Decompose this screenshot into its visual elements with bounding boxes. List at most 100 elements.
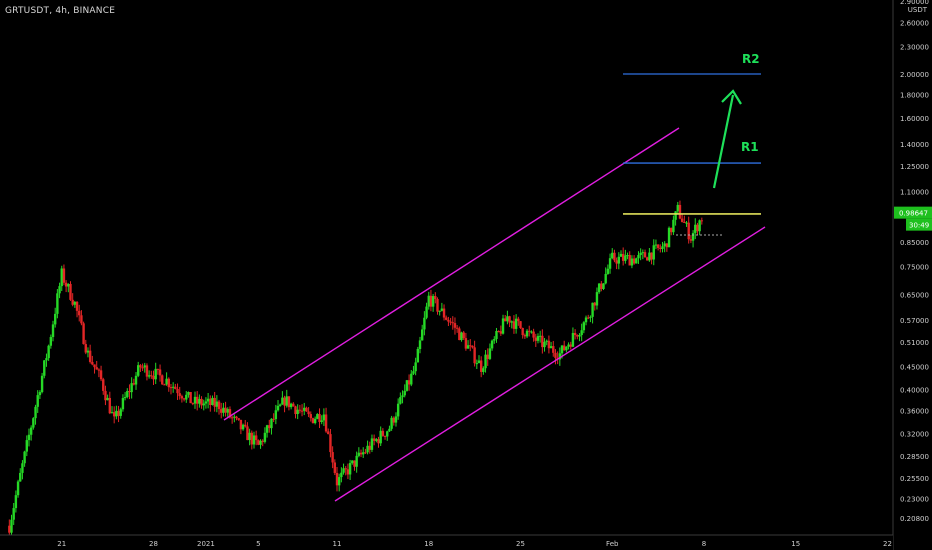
candle-body: [226, 409, 229, 413]
candle-body: [412, 371, 415, 374]
candle-body: [204, 401, 208, 404]
candle-body: [117, 410, 120, 416]
candle-body: [12, 508, 15, 520]
candle-body: [285, 396, 288, 406]
candle-body: [344, 468, 347, 470]
candle-body: [230, 417, 234, 419]
candle-body: [477, 360, 481, 364]
candle-body: [530, 331, 533, 333]
time-tick-label: 22: [883, 540, 892, 548]
candle-body: [637, 255, 640, 259]
candle-body: [469, 345, 472, 347]
candle-body: [534, 337, 537, 341]
candle-body: [600, 283, 603, 289]
candle-body: [200, 398, 203, 406]
candle-body: [53, 313, 57, 325]
candle-body: [300, 410, 304, 412]
candle-body: [145, 365, 149, 377]
candle-body: [696, 224, 699, 232]
candle-body: [547, 340, 551, 349]
candle-body: [322, 414, 326, 421]
candle-body: [379, 430, 382, 444]
candle-body: [648, 252, 651, 261]
candle-body: [139, 365, 142, 368]
price-unit-label: USDT: [908, 6, 928, 14]
candle-body: [69, 283, 72, 300]
candle-body: [178, 393, 181, 397]
candle-body: [165, 378, 168, 385]
candle-body: [460, 332, 463, 341]
candle-body: [224, 407, 227, 413]
candle-body: [377, 439, 380, 444]
price-tick-label: 0.45000: [900, 364, 929, 372]
candle-body: [235, 416, 238, 419]
candle-body: [189, 392, 192, 404]
candle-body: [73, 301, 77, 305]
candle-body: [462, 332, 465, 339]
channel-upper-line[interactable]: [223, 127, 680, 421]
candle-body: [287, 396, 291, 408]
candle-body: [549, 346, 553, 349]
candle-body: [342, 468, 345, 473]
price-tick-label: 2.60000: [900, 20, 929, 28]
candle-body: [272, 418, 275, 420]
candle-body: [691, 232, 695, 241]
candle-body: [213, 397, 216, 407]
channel-lower-line[interactable]: [334, 226, 766, 502]
candle-body: [569, 344, 572, 347]
candle-body: [615, 260, 618, 264]
candle-body: [307, 411, 310, 415]
candle-body: [545, 340, 548, 342]
candle-body: [294, 406, 297, 415]
candle-body: [241, 424, 245, 430]
breakout-arrow-head: [721, 89, 742, 105]
candle-body: [10, 519, 13, 533]
candle-body: [646, 257, 649, 261]
candle-body: [466, 345, 470, 349]
time-tick-label: 2021: [197, 540, 215, 548]
candle-body: [587, 317, 590, 319]
drawing-layer[interactable]: R2 R1: [223, 52, 766, 502]
candle-body: [126, 391, 129, 398]
candle-body: [407, 380, 411, 385]
candle-body: [630, 258, 634, 266]
candle-body: [206, 398, 210, 402]
candle-body: [202, 403, 205, 406]
candle-body: [608, 258, 612, 269]
candle-body: [490, 340, 494, 349]
price-tick-label: 0.65000: [900, 291, 929, 299]
candle-body: [14, 495, 18, 509]
candle-body: [313, 418, 317, 424]
candle-body: [495, 331, 498, 340]
candle-body: [383, 435, 387, 437]
candle-body: [508, 316, 511, 323]
candle-body: [115, 410, 118, 417]
candle-body: [624, 255, 627, 261]
candle-body: [187, 392, 190, 395]
candle-body: [573, 333, 577, 336]
candle-body: [32, 418, 35, 428]
candle-body: [471, 345, 474, 348]
candle-body: [198, 398, 201, 404]
candle-body: [390, 417, 393, 429]
candle-body: [303, 407, 306, 411]
candle-body: [659, 247, 662, 249]
time-axis[interactable]: [0, 535, 893, 550]
candle-body: [254, 435, 258, 441]
candle-body: [663, 243, 666, 247]
candle-body: [521, 328, 524, 336]
price-axis[interactable]: [893, 0, 932, 550]
candle-body: [337, 477, 341, 486]
breakout-arrow[interactable]: [712, 94, 735, 189]
candle-body: [296, 409, 299, 415]
candle-body: [36, 395, 39, 407]
candle-body: [405, 380, 409, 391]
candle-body: [694, 224, 697, 233]
candle-body: [292, 403, 295, 407]
candle-body: [228, 409, 232, 418]
symbol-label: GRTUSDT, 4h, BINANCE: [5, 6, 116, 16]
candle-body: [394, 416, 398, 423]
candle-body: [309, 414, 312, 419]
candle-body: [62, 268, 66, 283]
